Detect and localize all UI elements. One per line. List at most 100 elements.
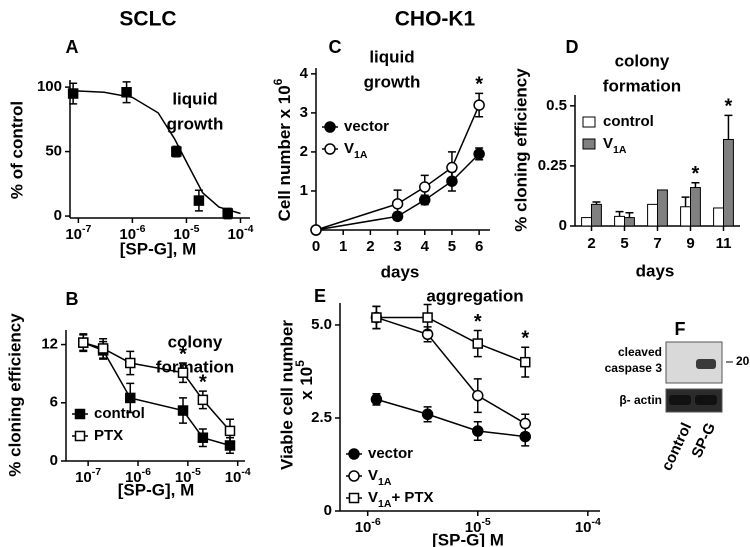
x-tick-label: 5 xyxy=(448,238,456,255)
panel-title: colony xyxy=(615,51,670,70)
blot-label: caspase 3 xyxy=(605,361,663,375)
x-tick-label: 10-7 xyxy=(75,466,101,486)
marker xyxy=(472,338,484,349)
series-line xyxy=(376,398,526,438)
subscript: 1A xyxy=(378,476,392,488)
x-tick-label: 0 xyxy=(312,238,320,255)
error-bar xyxy=(592,201,601,205)
marker xyxy=(121,87,132,98)
panel-title: growth xyxy=(167,114,224,133)
marker xyxy=(473,99,485,111)
marker xyxy=(97,343,109,354)
blot-band xyxy=(696,359,716,369)
blot-band xyxy=(695,395,717,405)
panel-letter: A xyxy=(66,37,79,57)
x-tick-label: 10-6 xyxy=(119,223,145,243)
x-axis-label: [SP-G], M xyxy=(120,239,197,258)
marker xyxy=(125,392,136,404)
significance: * xyxy=(179,343,187,365)
tick-base: 10 xyxy=(75,469,92,486)
marker xyxy=(371,312,382,323)
tick-exponent: -6 xyxy=(142,466,151,478)
y-axis-label: x 105 xyxy=(293,360,316,400)
y-axis-label: Viable cell number xyxy=(277,320,296,470)
panel-title: liquid xyxy=(369,47,414,66)
bar xyxy=(680,206,691,227)
tick-base: 10 xyxy=(175,469,192,486)
y-tick-label: 3 xyxy=(300,104,308,121)
bar xyxy=(713,207,724,227)
text-run: V xyxy=(344,140,354,157)
blot-membrane xyxy=(665,388,723,413)
marker xyxy=(197,394,209,406)
marker xyxy=(391,198,404,210)
text-run: + PTX xyxy=(391,489,433,506)
legend-label: vector xyxy=(344,118,389,135)
panel-title: aggregation xyxy=(426,286,523,305)
x-tick-label: 2 xyxy=(587,235,595,252)
marker xyxy=(472,389,484,402)
legend-label: V1A xyxy=(344,140,368,161)
significance: * xyxy=(521,328,529,350)
y-tick-label: 50 xyxy=(45,143,62,160)
legend-marker xyxy=(324,143,336,155)
y-tick-label: 0 xyxy=(54,207,62,224)
x-tick-label: 9 xyxy=(686,235,694,252)
marker xyxy=(370,393,383,406)
y-tick-label: 12 xyxy=(41,336,58,353)
series-line xyxy=(376,316,526,363)
blot-band xyxy=(669,395,691,405)
y-tick-label: 2.5 xyxy=(311,409,332,426)
legend-label: control xyxy=(94,405,145,422)
tick-base: 10 xyxy=(119,226,136,243)
fit-curve xyxy=(71,90,241,215)
x-tick-label: 10-4 xyxy=(575,516,601,536)
x-tick-label: 10-4 xyxy=(225,466,251,486)
significance: * xyxy=(475,74,483,96)
legend-label: V1A+ PTX xyxy=(368,489,434,510)
tick-base: 5.0 xyxy=(311,316,332,333)
subscript: 1A xyxy=(613,144,627,156)
blot-label: β- actin xyxy=(619,393,662,407)
y-tick-label: 100 xyxy=(37,78,62,95)
x-tick-label: 10-5 xyxy=(175,466,201,486)
tick-exponent: -7 xyxy=(92,466,101,478)
tick-exponent: -4 xyxy=(592,516,601,528)
marker xyxy=(222,208,233,219)
legend-label: V1A xyxy=(603,135,627,156)
legend-label: control xyxy=(603,113,654,130)
x-tick-label: 4 xyxy=(421,238,430,255)
panel-letter: B xyxy=(66,289,79,309)
x-tick-label: 10-5 xyxy=(173,223,199,243)
x-tick-label: 6 xyxy=(475,238,483,255)
tick-base: 10 xyxy=(227,226,244,243)
x-tick-label: 5 xyxy=(620,235,628,252)
x-tick-label: 10-6 xyxy=(355,516,381,536)
header: CHO-K1 xyxy=(395,8,476,31)
panel-letter: D xyxy=(566,37,579,57)
tick-exponent: -7 xyxy=(82,223,91,235)
bar xyxy=(723,138,734,227)
legend-label: V1A xyxy=(368,467,392,488)
legend-marker xyxy=(324,121,336,133)
marker xyxy=(197,432,209,443)
panel-title: colony xyxy=(168,332,223,351)
marker xyxy=(177,405,189,416)
tick-base: 10 xyxy=(65,226,82,243)
bar xyxy=(690,187,701,227)
y-axis-label: Cell number x 106 xyxy=(271,78,294,221)
panel-letter: C xyxy=(329,37,342,57)
marker xyxy=(193,195,205,206)
marker xyxy=(446,161,458,174)
significance: * xyxy=(725,96,733,118)
tick-base: 10 xyxy=(465,519,482,536)
y-tick-label: 0 xyxy=(50,452,58,469)
error-bar xyxy=(681,196,690,207)
tick-base: 10 xyxy=(173,226,190,243)
tick-exponent: -5 xyxy=(192,466,201,478)
blot-label: cleaved xyxy=(618,345,662,359)
y-tick-label: 1 xyxy=(300,182,308,199)
y-tick-label: 0 xyxy=(324,502,332,519)
